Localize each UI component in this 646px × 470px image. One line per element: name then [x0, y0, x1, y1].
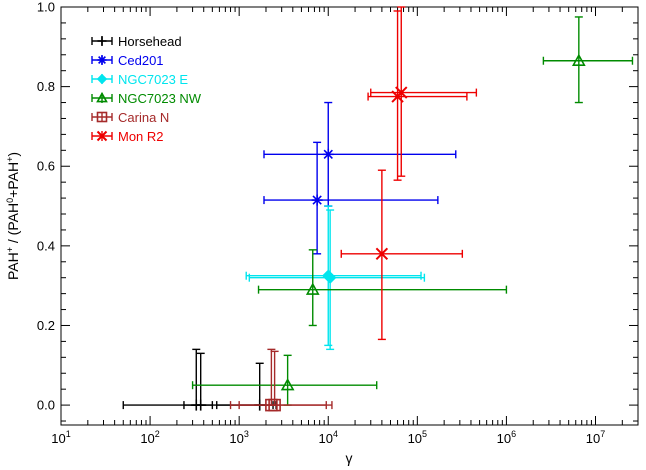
marker [305, 282, 320, 295]
data-point [238, 350, 333, 412]
plot-frame [60, 6, 639, 426]
y-tick-label: 0.6 [37, 159, 55, 174]
data-point [263, 101, 457, 207]
marker [395, 86, 408, 99]
data-point [542, 16, 634, 104]
marker [571, 53, 586, 66]
data-point [263, 141, 439, 255]
legend-label: Ced201 [118, 53, 164, 68]
legend-label: NGC7023 E [118, 72, 188, 87]
x-tick-label: 106 [497, 429, 516, 446]
axis-tick-labels: 101 102 103 104 105 106 107 0.0 0.2 0.4 0.6 0.8 1.0 [37, 0, 605, 446]
x-tick-label: 105 [408, 429, 427, 446]
marker [375, 247, 389, 261]
x-tick-label: 102 [140, 429, 159, 446]
y-axis-title: PAH+ / (PAH0+PAH+) [5, 152, 21, 280]
marker [96, 130, 108, 142]
legend: Horsehead Ced201 NGC7023 E NGC7023 NW Carina… [91, 34, 202, 144]
marker [96, 73, 108, 85]
x-axis-title: γ [346, 450, 353, 466]
marker [280, 378, 295, 391]
legend-item: Carina N [91, 110, 169, 125]
legend-label: Carina N [118, 110, 169, 125]
data-point [370, 6, 478, 177]
legend-item: Ced201 [91, 53, 164, 68]
series-ngc7023-e [245, 205, 426, 351]
data-point [340, 169, 464, 341]
legend-label: Mon R2 [118, 129, 164, 144]
data-point [229, 348, 327, 412]
y-tick-label: 0.2 [37, 318, 55, 333]
x-tick-label: 104 [319, 429, 338, 446]
data-point [248, 209, 426, 351]
legend-item: NGC7023 NW [91, 91, 202, 106]
marker [96, 91, 108, 103]
series-ced201 [263, 101, 457, 255]
data-point [122, 348, 214, 411]
legend-item: Horsehead [91, 34, 182, 49]
y-tick-label: 0.4 [37, 238, 55, 253]
legend-item: Mon R2 [91, 129, 164, 144]
x-tick-label: 107 [586, 429, 605, 446]
data-point [216, 362, 277, 411]
marker [323, 271, 337, 284]
legend-label: NGC7023 NW [118, 91, 202, 106]
data-series [122, 6, 634, 412]
x-tick-label: 103 [229, 429, 248, 446]
legend-label: Horsehead [118, 34, 182, 49]
y-tick-label: 0.8 [37, 79, 55, 94]
axis-ticks [60, 6, 639, 425]
y-tick-label: 1.0 [37, 0, 55, 15]
x-tick-label: 101 [51, 429, 70, 446]
series-carina-n [229, 348, 333, 412]
series-horsehead [122, 348, 277, 411]
series-mon-r2 [340, 6, 478, 341]
series-ngc7023-nw [191, 16, 634, 406]
data-point [191, 354, 378, 406]
legend-item: NGC7023 E [91, 72, 188, 87]
y-tick-label: 0.0 [37, 398, 55, 413]
